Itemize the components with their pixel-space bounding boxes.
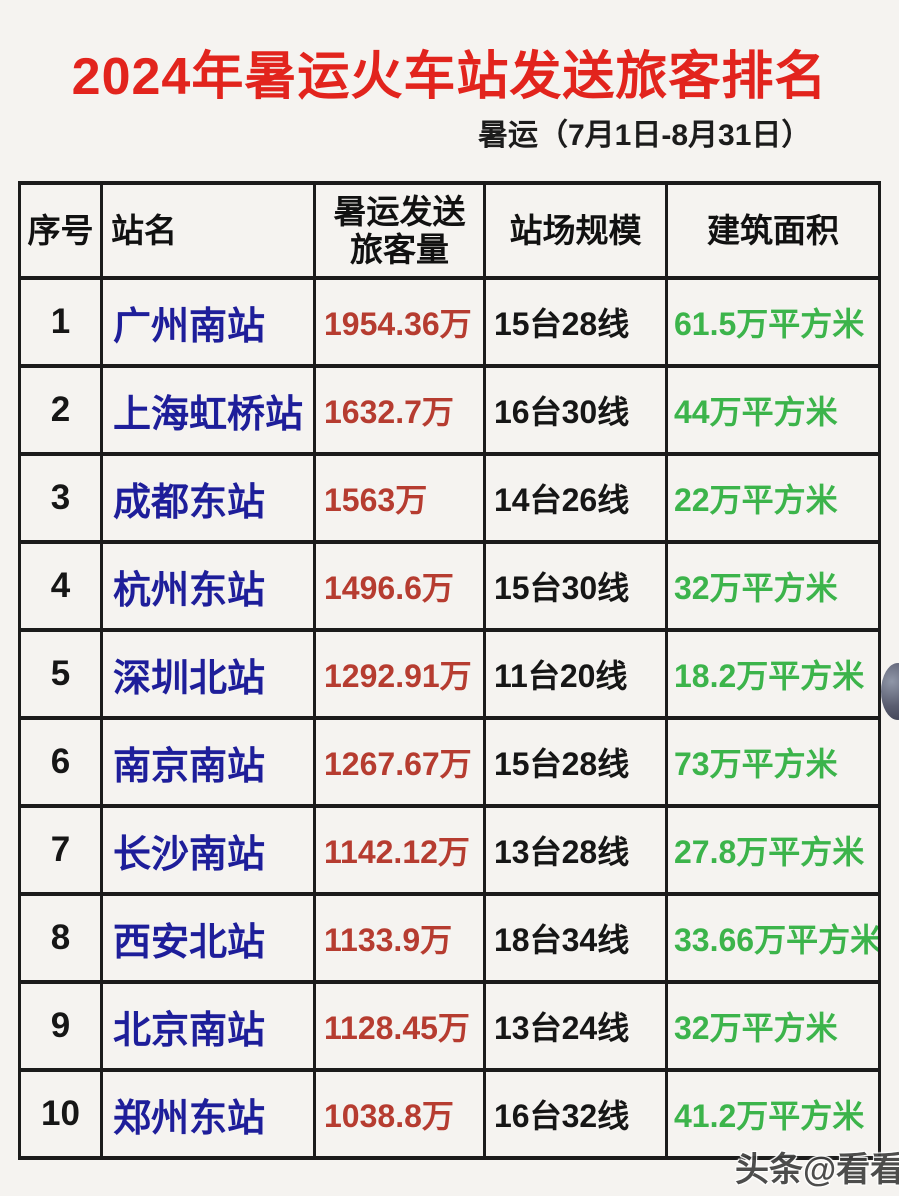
- cell-station-name: 上海虹桥站: [100, 364, 316, 456]
- cell-passenger-volume: 1267.67万: [313, 716, 486, 808]
- cell-passenger-volume: 1632.7万: [313, 364, 486, 456]
- cell-station-name: 北京南站: [100, 980, 316, 1072]
- edge-blob-decoration: [881, 663, 899, 720]
- table-row: 7 长沙南站 1142.12万 13台28线 27.8万平方米: [18, 804, 881, 896]
- cell-building-area: 22万平方米: [665, 452, 881, 544]
- cell-station-name: 西安北站: [100, 892, 316, 984]
- header-rank: 序号: [18, 181, 103, 280]
- cell-passenger-volume: 1038.8万: [313, 1068, 486, 1160]
- cell-rank: 5: [18, 628, 103, 720]
- header-area: 建筑面积: [665, 181, 881, 280]
- table-row: 2 上海虹桥站 1632.7万 16台30线 44万平方米: [18, 364, 881, 456]
- cell-station-name: 长沙南站: [100, 804, 316, 896]
- cell-station-scale: 15台30线: [483, 540, 668, 632]
- cell-station-scale: 16台30线: [483, 364, 668, 456]
- cell-rank: 4: [18, 540, 103, 632]
- cell-station-name: 广州南站: [100, 276, 316, 368]
- cell-rank: 9: [18, 980, 103, 1072]
- cell-station-name: 郑州东站: [100, 1068, 316, 1160]
- cell-station-scale: 11台20线: [483, 628, 668, 720]
- table-row: 6 南京南站 1267.67万 15台28线 73万平方米: [18, 716, 881, 808]
- cell-building-area: 61.5万平方米: [665, 276, 881, 368]
- cell-rank: 10: [18, 1068, 103, 1160]
- cell-station-scale: 16台32线: [483, 1068, 668, 1160]
- table-row: 8 西安北站 1133.9万 18台34线 33.66万平方米: [18, 892, 881, 984]
- cell-station-name: 成都东站: [100, 452, 316, 544]
- cell-building-area: 18.2万平方米: [665, 628, 881, 720]
- page-subtitle: 暑运（7月1日-8月31日）: [478, 119, 812, 152]
- cell-rank: 1: [18, 276, 103, 368]
- header-row: 序号 站名 暑运发送旅客量 站场规模 建筑面积: [18, 181, 881, 280]
- cell-passenger-volume: 1133.9万: [313, 892, 486, 984]
- cell-building-area: 32万平方米: [665, 540, 881, 632]
- cell-passenger-volume: 1292.91万: [313, 628, 486, 720]
- cell-rank: 2: [18, 364, 103, 456]
- page-title: 2024年暑运火车站发送旅客排名: [71, 48, 828, 106]
- cell-building-area: 73万平方米: [665, 716, 881, 808]
- cell-station-scale: 13台24线: [483, 980, 668, 1072]
- table-row: 5 深圳北站 1292.91万 11台20线 18.2万平方米: [18, 628, 881, 720]
- cell-building-area: 33.66万平方米: [665, 892, 881, 984]
- cell-passenger-volume: 1142.12万: [313, 804, 486, 896]
- cell-building-area: 41.2万平方米: [665, 1068, 881, 1160]
- cell-station-name: 深圳北站: [100, 628, 316, 720]
- cell-rank: 6: [18, 716, 103, 808]
- cell-passenger-volume: 1496.6万: [313, 540, 486, 632]
- cell-station-scale: 18台34线: [483, 892, 668, 984]
- cell-passenger-volume: 1563万: [313, 452, 486, 544]
- table-row: 1 广州南站 1954.36万 15台28线 61.5万平方米: [18, 276, 881, 368]
- cell-rank: 8: [18, 892, 103, 984]
- cell-passenger-volume: 1128.45万: [313, 980, 486, 1072]
- header-passengers: 暑运发送旅客量: [313, 181, 486, 280]
- cell-building-area: 27.8万平方米: [665, 804, 881, 896]
- cell-station-name: 南京南站: [100, 716, 316, 808]
- table-row: 3 成都东站 1563万 14台26线 22万平方米: [18, 452, 881, 544]
- cell-station-name: 杭州东站: [100, 540, 316, 632]
- cell-rank: 7: [18, 804, 103, 896]
- cell-passenger-volume: 1954.36万: [313, 276, 486, 368]
- table-row: 4 杭州东站 1496.6万 15台30线 32万平方米: [18, 540, 881, 632]
- cell-rank: 3: [18, 452, 103, 544]
- cell-station-scale: 13台28线: [483, 804, 668, 896]
- ranking-table: 序号 站名 暑运发送旅客量 站场规模 建筑面积 1 广州南站 1954.36万 …: [18, 181, 881, 1160]
- cell-building-area: 32万平方米: [665, 980, 881, 1072]
- cell-station-scale: 15台28线: [483, 276, 668, 368]
- cell-station-scale: 14台26线: [483, 452, 668, 544]
- table-row: 9 北京南站 1128.45万 13台24线 32万平方米: [18, 980, 881, 1072]
- header-station: 站名: [100, 181, 316, 280]
- table-row: 10 郑州东站 1038.8万 16台32线 41.2万平方米: [18, 1068, 881, 1160]
- cell-building-area: 44万平方米: [665, 364, 881, 456]
- cell-station-scale: 15台28线: [483, 716, 668, 808]
- header-scale: 站场规模: [483, 181, 668, 280]
- watermark-toutiao: 头条@看看天: [735, 1151, 899, 1189]
- table-body: 1 广州南站 1954.36万 15台28线 61.5万平方米 2 上海虹桥站 …: [18, 276, 881, 1160]
